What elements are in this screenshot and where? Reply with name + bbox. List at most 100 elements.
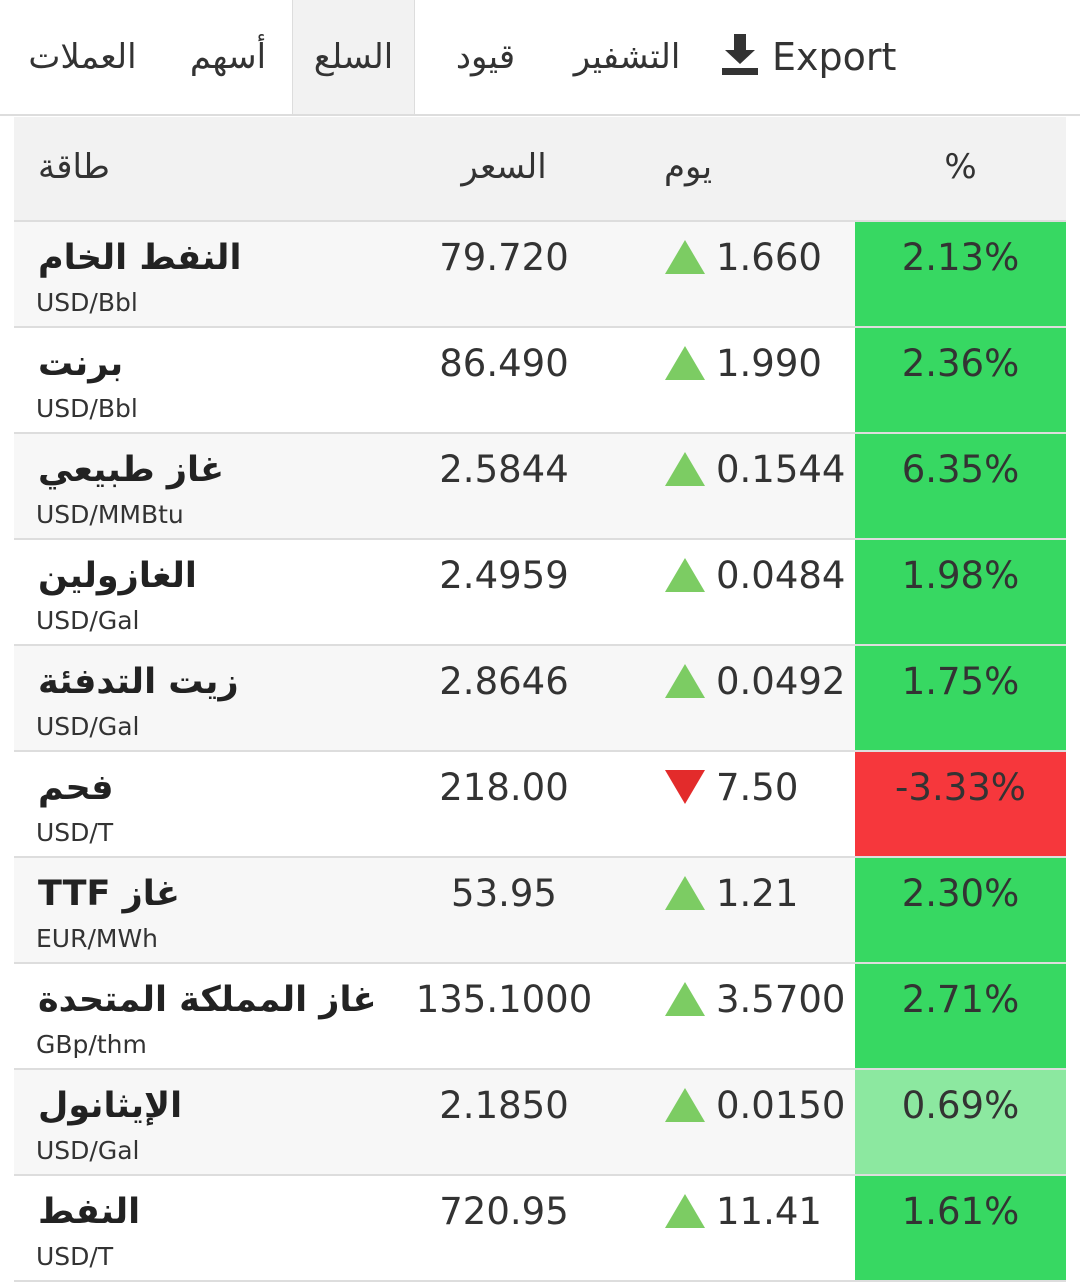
header-cell: يوم — [664, 147, 713, 187]
change: 0.0484 — [716, 554, 846, 597]
price: 79.720 — [439, 236, 569, 279]
unit: GBp/thm — [36, 1030, 147, 1059]
percent: 1.75% — [901, 660, 1020, 703]
percent-cell: 2.36% — [855, 328, 1066, 432]
percent-cell: 2.71% — [855, 964, 1066, 1068]
download-icon — [722, 34, 758, 75]
percent: 0.69% — [901, 1084, 1020, 1127]
percent-cell: 1.61% — [855, 1176, 1066, 1280]
up-arrow — [665, 982, 705, 1016]
price: 2.4959 — [439, 554, 569, 597]
commodity-table: طاقة السعر يوم % النفط الخام USD/Bbl 79.72… — [14, 117, 1066, 1282]
price: 218.00 — [439, 766, 569, 809]
percent: 2.36% — [901, 342, 1020, 385]
arrow-shape — [665, 664, 705, 698]
commodity-name: النفط — [38, 1192, 141, 1232]
table-body: النفط الخام USD/Bbl 79.720 1.660 2.13% برنت US… — [14, 222, 1066, 1282]
tab[interactable]: التشفير — [573, 37, 681, 77]
commodity-name: النفط الخام — [38, 238, 242, 278]
table-header: طاقة السعر يوم % — [14, 117, 1066, 222]
percent: 6.35% — [901, 448, 1020, 491]
arrow-shape — [665, 452, 705, 486]
unit: USD/Bbl — [36, 394, 138, 423]
arrow-shape — [665, 1088, 705, 1122]
tab[interactable]: العملات — [28, 37, 137, 77]
table-row: الإيثانول USD/Gal 2.1850 0.0150 0.69% — [14, 1070, 1066, 1176]
change: 11.41 — [716, 1190, 822, 1233]
tab[interactable]: قيود — [455, 37, 516, 77]
header-cell: السعر — [461, 147, 547, 187]
table-row: غاز المملكة المتحدة GBp/thm 135.1000 3.5700… — [14, 964, 1066, 1070]
percent: 1.98% — [901, 554, 1020, 597]
percent-cell: 2.13% — [855, 222, 1066, 326]
export-button[interactable]: Export — [720, 0, 896, 114]
tab-bar: Export العملات أسهم السلع قيود التشفير — [0, 0, 1080, 116]
up-arrow — [665, 558, 705, 592]
percent: 2.30% — [901, 872, 1020, 915]
commodity-name: برنت — [38, 344, 124, 384]
price: 720.95 — [439, 1190, 569, 1233]
unit: USD/T — [36, 818, 114, 847]
price: 2.8646 — [439, 660, 569, 703]
change: 0.0150 — [716, 1084, 846, 1127]
table-row: النفط USD/T 720.95 11.41 1.61% — [14, 1176, 1066, 1282]
commodity-name: فحم — [38, 768, 114, 808]
arrow-shape — [665, 346, 705, 380]
unit: USD/Bbl — [36, 288, 138, 317]
price: 86.490 — [439, 342, 569, 385]
change: 1.21 — [716, 872, 799, 915]
change: 1.660 — [716, 236, 822, 279]
unit: USD/T — [36, 1242, 114, 1271]
table-row: غاز TTF EUR/MWh 53.95 1.21 2.30% — [14, 858, 1066, 964]
price: 53.95 — [451, 872, 557, 915]
price: 2.5844 — [439, 448, 569, 491]
export-label[interactable]: Export — [772, 35, 897, 79]
unit: USD/Gal — [36, 606, 140, 635]
up-arrow — [665, 1088, 705, 1122]
header-cell: طاقة — [38, 147, 110, 187]
change: 3.5700 — [716, 978, 846, 1021]
change: 0.0492 — [716, 660, 846, 703]
commodity-name: زيت التدفئة — [38, 662, 239, 702]
header-cell: % — [944, 147, 977, 187]
unit: EUR/MWh — [36, 924, 159, 953]
percent-cell: -3.33% — [855, 752, 1066, 856]
arrow-shape — [665, 770, 705, 804]
arrow-shape — [665, 240, 705, 274]
up-arrow — [665, 452, 705, 486]
unit: USD/Gal — [36, 712, 140, 741]
percent-cell: 6.35% — [855, 434, 1066, 538]
commodity-name: الإيثانول — [38, 1086, 183, 1126]
commodity-name: غاز المملكة المتحدة — [38, 980, 377, 1020]
arrow-shape — [665, 1194, 705, 1228]
change: 1.990 — [716, 342, 822, 385]
percent-cell: 1.75% — [855, 646, 1066, 750]
percent: -3.33% — [895, 766, 1026, 809]
table-row: فحم USD/T 218.00 7.50 -3.33% — [14, 752, 1066, 858]
arrow-shape — [665, 982, 705, 1016]
percent: 1.61% — [901, 1190, 1020, 1233]
unit: USD/Gal — [36, 1136, 140, 1165]
percent: 2.71% — [901, 978, 1020, 1021]
table-row: النفط الخام USD/Bbl 79.720 1.660 2.13% — [14, 222, 1066, 328]
up-arrow — [665, 664, 705, 698]
price: 135.1000 — [415, 978, 593, 1021]
unit: USD/MMBtu — [36, 500, 184, 529]
percent-cell: 2.30% — [855, 858, 1066, 962]
price: 2.1850 — [439, 1084, 569, 1127]
commodity-name: غاز طبيعي — [38, 450, 225, 490]
commodity-name: غاز TTF — [38, 874, 180, 914]
tab[interactable]: أسهم — [189, 37, 267, 77]
table-row: غاز طبيعي USD/MMBtu 2.5844 0.1544 6.35% — [14, 434, 1066, 540]
table-row: برنت USD/Bbl 86.490 1.990 2.36% — [14, 328, 1066, 434]
percent: 2.13% — [901, 236, 1020, 279]
tab[interactable]: السلع — [292, 0, 415, 114]
change: 7.50 — [716, 766, 799, 809]
up-arrow — [665, 240, 705, 274]
table-row: زيت التدفئة USD/Gal 2.8646 0.0492 1.75% — [14, 646, 1066, 752]
percent-cell: 1.98% — [855, 540, 1066, 644]
up-arrow — [665, 876, 705, 910]
change: 0.1544 — [716, 448, 846, 491]
percent-cell: 0.69% — [855, 1070, 1066, 1174]
